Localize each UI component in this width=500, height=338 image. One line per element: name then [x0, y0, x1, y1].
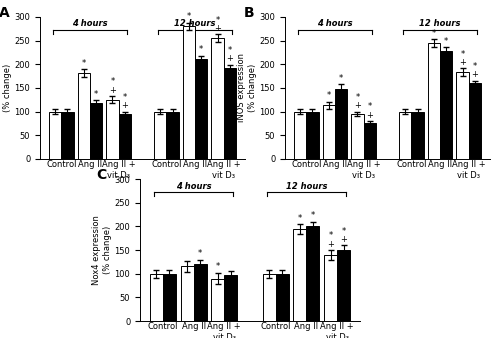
Bar: [294, 112, 306, 159]
Bar: [337, 250, 350, 321]
Text: 12 hours: 12 hours: [174, 19, 216, 28]
Text: *: *: [311, 211, 315, 220]
Bar: [276, 274, 288, 321]
Bar: [212, 38, 224, 159]
Text: *: *: [432, 29, 436, 38]
Text: 12 hours: 12 hours: [286, 182, 327, 191]
Bar: [263, 274, 276, 321]
Text: B: B: [244, 5, 254, 20]
Text: *: *: [216, 262, 220, 271]
Bar: [412, 112, 424, 159]
Text: *: *: [187, 12, 191, 21]
Bar: [400, 112, 411, 159]
Text: *
+: * +: [226, 46, 233, 63]
Bar: [324, 255, 337, 321]
Bar: [306, 112, 318, 159]
Bar: [62, 112, 74, 159]
Text: *
+: * +: [340, 227, 347, 244]
Text: *
+: * +: [471, 62, 478, 79]
Text: *
+: * +: [121, 93, 128, 110]
Bar: [456, 72, 468, 159]
Bar: [352, 114, 364, 159]
Text: 4 hours: 4 hours: [317, 19, 353, 28]
Text: *
+: * +: [354, 93, 361, 110]
Bar: [195, 59, 207, 159]
Y-axis label: Nox4 expression
(% change): Nox4 expression (% change): [92, 215, 112, 285]
Bar: [440, 51, 452, 159]
Text: C: C: [96, 168, 106, 182]
Bar: [335, 89, 347, 159]
Text: 4 hours: 4 hours: [176, 182, 212, 191]
Text: *
+: * +: [327, 232, 334, 249]
Bar: [428, 43, 440, 159]
Text: *
+: * +: [214, 16, 221, 33]
Y-axis label: iNOS expression
(% change): iNOS expression (% change): [237, 53, 256, 122]
Bar: [183, 26, 195, 159]
Text: *
+: * +: [109, 77, 116, 95]
Text: A: A: [0, 5, 10, 20]
Bar: [224, 275, 237, 321]
Bar: [194, 264, 206, 321]
Text: *
+: * +: [366, 102, 373, 120]
Text: *: *: [298, 214, 302, 223]
Bar: [118, 114, 130, 159]
Text: *: *: [327, 91, 331, 100]
Bar: [306, 226, 320, 321]
Bar: [224, 68, 235, 159]
Bar: [78, 73, 90, 159]
Bar: [180, 266, 194, 321]
Bar: [166, 112, 178, 159]
Text: 12 hours: 12 hours: [420, 19, 461, 28]
Text: 4 hours: 4 hours: [72, 19, 108, 28]
Bar: [106, 100, 118, 159]
Y-axis label: eNOS expression
(% change): eNOS expression (% change): [0, 52, 12, 124]
Text: *
+: * +: [459, 50, 466, 67]
Bar: [212, 279, 224, 321]
Bar: [90, 103, 102, 159]
Text: *: *: [82, 58, 86, 68]
Bar: [163, 274, 176, 321]
Text: *: *: [444, 37, 448, 46]
Bar: [323, 105, 335, 159]
Bar: [154, 112, 166, 159]
Bar: [294, 229, 306, 321]
Bar: [150, 274, 163, 321]
Text: *: *: [94, 90, 98, 99]
Text: *: *: [199, 45, 203, 54]
Bar: [50, 112, 62, 159]
Bar: [468, 83, 480, 159]
Bar: [364, 123, 376, 159]
Text: *: *: [198, 249, 202, 258]
Text: *: *: [339, 74, 343, 83]
